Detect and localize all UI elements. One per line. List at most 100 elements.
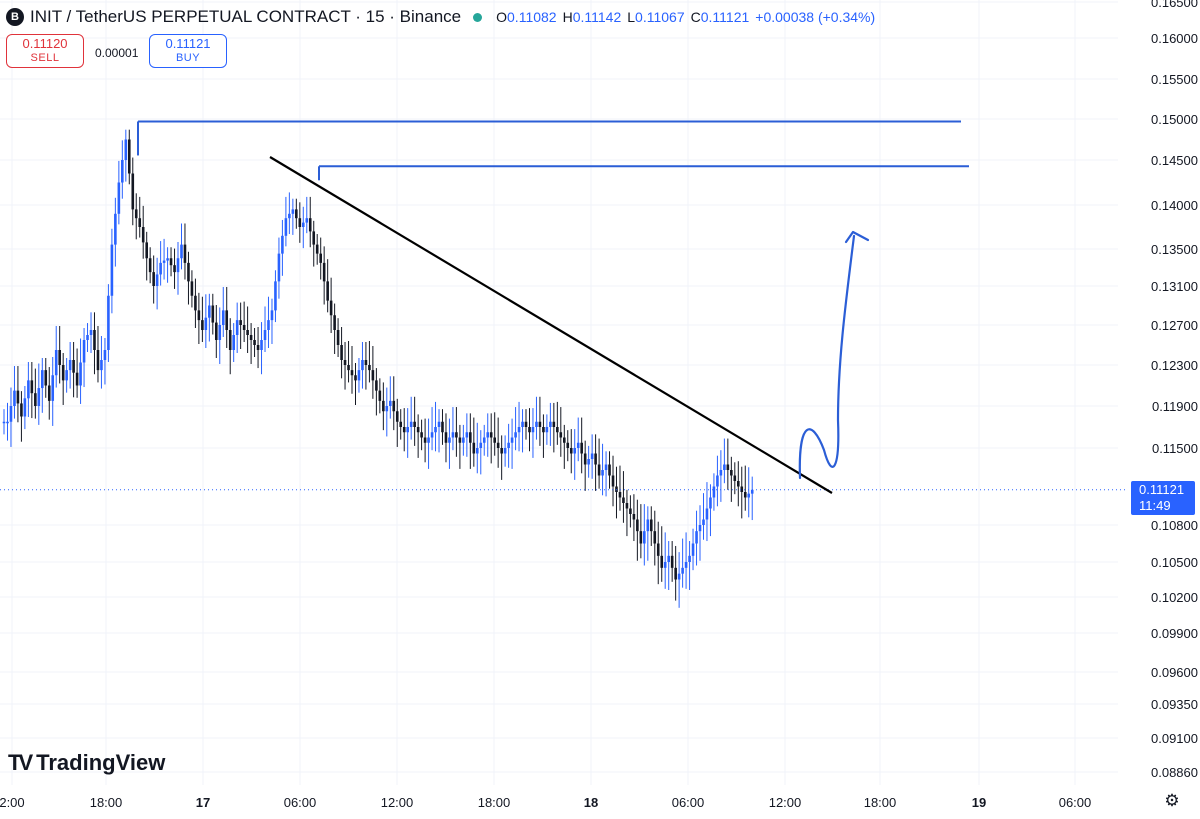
candle-body (688, 555, 691, 562)
candle-body (482, 437, 486, 443)
x-tick-label: 18:00 (90, 795, 123, 810)
symbol-title[interactable]: INIT / TetherUS PERPETUAL CONTRACT · 15 … (30, 7, 462, 26)
candle-body (263, 330, 267, 340)
x-tick-label: 06:00 (1059, 795, 1092, 810)
candle-body (552, 421, 556, 427)
candle-body (291, 209, 295, 214)
candle-body (545, 427, 549, 433)
candle-body (496, 442, 500, 448)
candle-body (489, 432, 493, 438)
x-tick-label: 12:00 (381, 795, 414, 810)
candle-body (576, 442, 580, 448)
x-tick-label: 2:00 (0, 795, 25, 810)
y-tick-label: 0.16500 (1151, 0, 1198, 10)
candle-body (277, 253, 281, 282)
candle-body (660, 555, 664, 568)
candle-body (423, 437, 427, 443)
candle-body (719, 470, 723, 476)
candle-body (663, 562, 667, 568)
candle-body (100, 360, 103, 371)
sell-price: 0.11120 (22, 36, 68, 51)
candle-body (677, 573, 681, 580)
candle-body (670, 555, 674, 568)
y-tick-label: 0.12700 (1151, 318, 1198, 333)
tradingview-logo[interactable]: TV TradingView (8, 748, 165, 778)
candle-body (61, 365, 65, 381)
candle-body (16, 390, 20, 404)
buy-label: BUY (175, 52, 201, 64)
candle-body (197, 310, 201, 321)
candle-body (723, 464, 726, 470)
x-tick-label: 19 (972, 795, 986, 810)
candle-body (730, 470, 733, 476)
candle-body (559, 432, 563, 438)
high-value: 0.11142 (572, 9, 622, 25)
candle-body (667, 555, 670, 562)
candle-body (103, 350, 107, 360)
x-tick-label: 18:00 (864, 795, 897, 810)
candle-body (649, 519, 653, 532)
buy-button[interactable]: 0.11121 BUY (149, 34, 227, 68)
candle-body (608, 464, 611, 476)
candle-body (347, 365, 350, 371)
candle-body (590, 453, 594, 459)
candle-body (639, 531, 643, 544)
candle-body (493, 437, 496, 443)
candle-body (322, 262, 326, 282)
price-axis[interactable]: 0.16500 0.16000 0.15500 0.15000 0.14500 0.140… (1151, 0, 1198, 780)
candle-body (691, 543, 695, 556)
candle-body (141, 227, 145, 243)
sell-button[interactable]: 0.11120 SELL (6, 34, 84, 68)
candle-body (305, 218, 309, 223)
time-axis[interactable]: 2:00 18:00 17 06:00 12:00 18:00 18 06:00 12:00 18… (0, 795, 1091, 810)
candle-body (625, 503, 629, 509)
candle-body (13, 390, 16, 406)
candle-body (82, 340, 86, 363)
candle-body (656, 543, 660, 556)
symbol-header[interactable]: B INIT / TetherUS PERPETUAL CONTRACT · 1… (6, 6, 875, 28)
y-tick-label: 0.08860 (1151, 765, 1198, 780)
candle-body (329, 300, 333, 316)
candle-body (389, 400, 392, 406)
candle-body (187, 262, 190, 282)
candle-body (336, 330, 340, 345)
candle-body (361, 360, 364, 371)
candle-body (301, 222, 305, 227)
candle-body (535, 421, 538, 427)
candle-body (503, 448, 507, 454)
candle-body (737, 481, 740, 487)
spread-value: 0.00001 (95, 46, 139, 60)
candle-body (86, 335, 89, 340)
candle-body (542, 427, 545, 433)
candle-body (712, 486, 716, 498)
candle-body (162, 260, 166, 263)
candle-body (733, 475, 737, 481)
y-tick-label: 0.11900 (1152, 399, 1198, 414)
candle-body (176, 258, 180, 273)
candle-body (51, 375, 55, 401)
candle-body (514, 432, 517, 438)
candle-body (218, 325, 222, 340)
y-tick-label: 0.15000 (1151, 112, 1198, 127)
candle-body (9, 406, 13, 422)
candle-body (521, 421, 524, 427)
x-tick-label: 18 (584, 795, 598, 810)
candle-body (622, 497, 625, 503)
candle-body (378, 390, 382, 401)
candle-body (632, 514, 636, 520)
candle-body (740, 486, 744, 492)
y-tick-label: 0.09600 (1151, 665, 1198, 680)
candle-body (726, 464, 730, 470)
candle-body (242, 325, 246, 330)
candle-body (646, 519, 650, 532)
y-tick-label: 0.09100 (1151, 731, 1198, 746)
candle-body (549, 421, 552, 427)
settings-gear-icon[interactable]: ⚙ (1164, 791, 1180, 810)
candle-body (420, 432, 423, 438)
candle-body (413, 421, 416, 427)
candle-body (235, 320, 239, 335)
candle-body (604, 464, 608, 470)
candle-body (54, 350, 58, 376)
candle-body (37, 388, 41, 406)
